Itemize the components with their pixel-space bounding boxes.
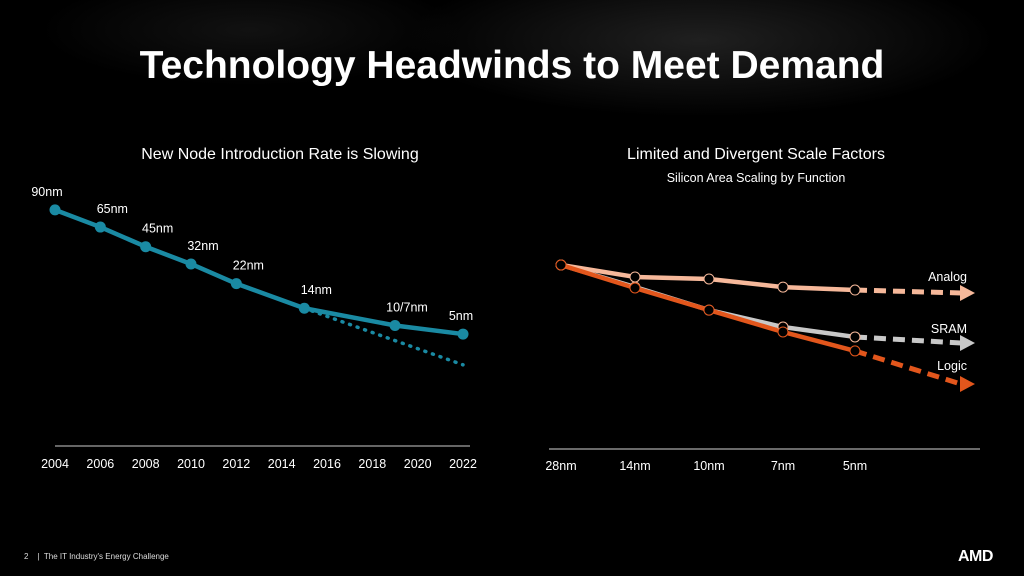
- arrowhead-icon: [960, 335, 975, 352]
- node-label: 90nm: [31, 185, 62, 199]
- data-point: [849, 331, 861, 343]
- series-label: Logic: [937, 359, 967, 373]
- x-tick-label: 7nm: [771, 459, 795, 473]
- x-tick-label: 2022: [449, 457, 477, 471]
- data-point: [777, 326, 789, 338]
- data-point: [703, 304, 715, 316]
- node-line: [54, 207, 464, 337]
- amd-logo: AMD: [958, 548, 993, 565]
- data-point: [849, 284, 861, 296]
- node-label: 65nm: [97, 202, 128, 216]
- x-tick-label: 2008: [132, 457, 160, 471]
- series-label: Analog: [928, 270, 967, 284]
- data-point: [555, 259, 567, 271]
- sram-projection: [854, 334, 962, 346]
- x-tick-label: 28nm: [545, 459, 576, 473]
- node-point: [49, 204, 61, 216]
- footer-separator: |: [37, 552, 40, 561]
- x-tick-label: 2012: [222, 457, 250, 471]
- x-tick-label: 2004: [41, 457, 69, 471]
- x-tick-label: 2020: [404, 457, 432, 471]
- arrowhead-icon: [960, 284, 975, 301]
- slide-title: Technology Headwinds to Meet Demand: [139, 44, 885, 87]
- x-tick-label: 2006: [86, 457, 114, 471]
- right-chart-subtitle: Silicon Area Scaling by Function: [666, 171, 846, 185]
- node-point: [185, 258, 197, 270]
- arrowhead-icon: [960, 376, 975, 393]
- data-point: [629, 282, 641, 294]
- node-label: 32nm: [187, 239, 218, 253]
- node-label: 14nm: [301, 283, 332, 297]
- x-tick-label: 2014: [268, 457, 296, 471]
- x-tick-label: 14nm: [619, 459, 650, 473]
- data-point: [703, 273, 715, 285]
- node-point: [94, 221, 106, 233]
- footer-text: The IT Industry's Energy Challenge: [43, 552, 169, 561]
- right-chart-title: Limited and Divergent Scale Factors: [627, 146, 885, 163]
- analog-projection: [854, 287, 962, 296]
- node-point: [298, 302, 310, 314]
- x-tick-label: 10nm: [693, 459, 724, 473]
- trend-line-dotted: [302, 306, 465, 367]
- page-number: 2: [24, 552, 29, 561]
- footer: 2 | The IT Industry's Energy Challenge: [24, 552, 169, 561]
- node-label: 45nm: [142, 222, 173, 236]
- node-point: [457, 328, 469, 340]
- node-point: [230, 278, 242, 290]
- data-point: [777, 281, 789, 293]
- data-point: [629, 271, 641, 283]
- x-tick-label: 2018: [358, 457, 386, 471]
- series-label: SRAM: [931, 322, 967, 336]
- node-point: [140, 241, 152, 253]
- left-chart-title: New Node Introduction Rate is Slowing: [141, 146, 419, 163]
- x-tick-label: 2016: [313, 457, 341, 471]
- x-tick-label: 2010: [177, 457, 205, 471]
- x-tick-label: 5nm: [843, 459, 867, 473]
- node-label: 5nm: [449, 309, 473, 323]
- node-label: 22nm: [233, 259, 264, 273]
- data-point: [849, 345, 861, 357]
- node-point: [389, 319, 401, 331]
- node-label: 10/7nm: [386, 300, 428, 314]
